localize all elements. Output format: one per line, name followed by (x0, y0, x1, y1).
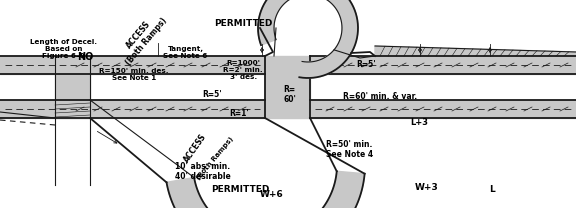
Text: ACCESS
(Both Ramps): ACCESS (Both Ramps) (116, 10, 169, 67)
Text: R=1000'
R=2' min.
3' des.: R=1000' R=2' min. 3' des. (223, 60, 263, 80)
Text: W+3: W+3 (414, 183, 438, 192)
Text: R=150' min. des.
See Note 1: R=150' min. des. See Note 1 (99, 68, 169, 81)
Text: PERMITTED: PERMITTED (214, 19, 272, 28)
Text: R=5': R=5' (356, 60, 376, 69)
Text: Length of Decel.
Based on
Figure 6–0: Length of Decel. Based on Figure 6–0 (30, 39, 97, 59)
Text: R=60' min. & var.: R=60' min. & var. (343, 92, 417, 101)
Polygon shape (265, 56, 310, 118)
Polygon shape (55, 56, 90, 118)
Text: Tangent,
See Note 6: Tangent, See Note 6 (163, 46, 208, 58)
Text: R=1': R=1' (229, 109, 249, 118)
Polygon shape (258, 0, 358, 78)
Text: R=5': R=5' (202, 90, 222, 99)
Text: NO: NO (77, 52, 93, 62)
Text: W+6: W+6 (260, 190, 284, 199)
Text: R=50' min.
See Note 4: R=50' min. See Note 4 (326, 140, 373, 160)
Text: L: L (490, 185, 495, 194)
Polygon shape (375, 46, 576, 56)
Text: (Both Ramps): (Both Ramps) (195, 135, 234, 181)
Text: ACCESS: ACCESS (182, 132, 208, 164)
Text: R=
60': R= 60' (283, 85, 296, 104)
Text: L+3: L+3 (410, 118, 429, 127)
Text: 10' abs. min.
40' desirable: 10' abs. min. 40' desirable (175, 162, 230, 181)
Polygon shape (166, 171, 365, 208)
Text: PERMITTED: PERMITTED (211, 186, 269, 194)
FancyBboxPatch shape (0, 185, 576, 208)
